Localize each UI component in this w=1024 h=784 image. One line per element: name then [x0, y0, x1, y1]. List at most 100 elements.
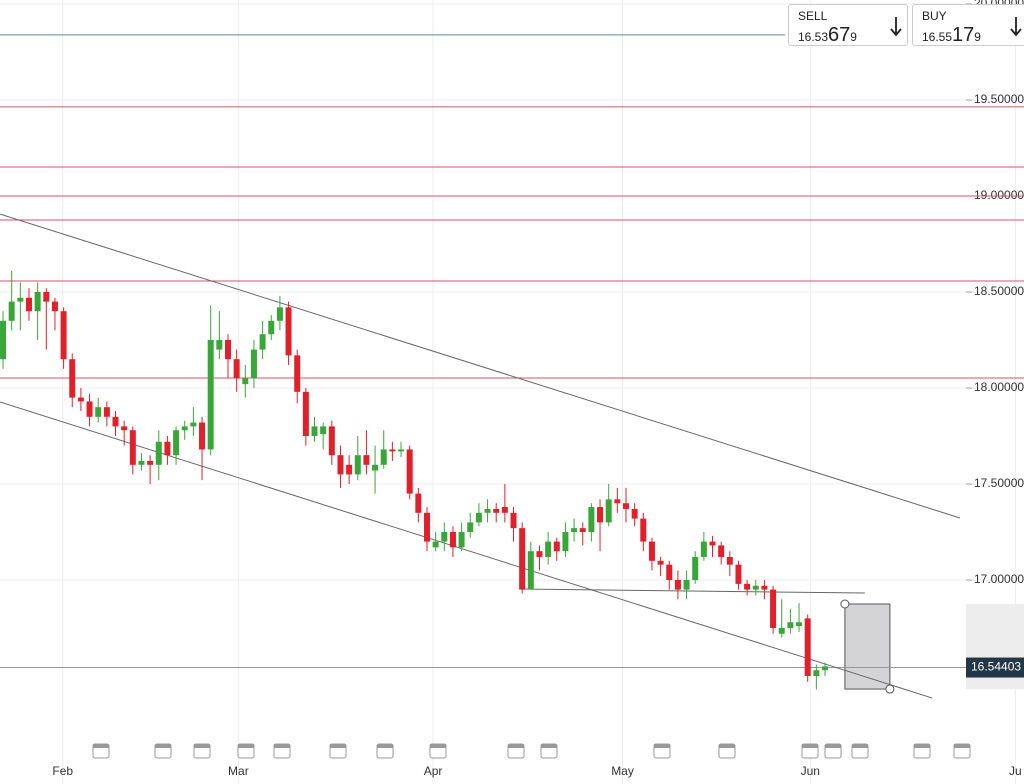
candle-body	[259, 334, 266, 350]
sell-label: SELL	[798, 9, 828, 23]
candle-body	[77, 397, 84, 402]
candle-body	[770, 589, 777, 628]
buy-button[interactable]: BUY 16.55179	[912, 4, 1024, 46]
y-tick-label: 18.000000	[974, 380, 1024, 394]
icon-top	[654, 744, 670, 748]
candle-body	[216, 339, 223, 350]
candle-body	[25, 297, 32, 312]
candle-body	[398, 449, 405, 452]
candle-body	[657, 560, 664, 565]
trend-line	[0, 213, 961, 519]
event-icon	[193, 743, 211, 759]
candle-body	[276, 307, 283, 321]
candle-body	[449, 531, 456, 548]
candle-body	[51, 301, 58, 312]
handle	[840, 599, 850, 609]
event-icon	[801, 743, 819, 759]
event-icon	[913, 743, 931, 759]
candle-body	[34, 291, 41, 312]
price-small: 9	[974, 30, 981, 44]
candle-body	[501, 507, 508, 513]
candle-body	[60, 311, 67, 360]
candle-body	[614, 499, 621, 504]
icon-top	[852, 744, 868, 748]
candle-body	[718, 545, 725, 557]
candle-body	[233, 359, 240, 379]
candle-body	[562, 531, 569, 552]
candle-body	[458, 531, 465, 548]
candle-body	[648, 541, 655, 561]
candle-body	[545, 541, 552, 557]
event-icon	[329, 743, 347, 759]
candle-body	[181, 426, 188, 431]
candle-body	[527, 551, 534, 590]
candle-body	[147, 460, 154, 465]
icon-top	[430, 744, 446, 748]
candle-body	[553, 541, 560, 552]
candle-body	[164, 441, 171, 456]
buy-price: 16.55179	[922, 24, 981, 47]
x-tick-label: Ju	[1009, 764, 1022, 778]
candle-body	[389, 449, 396, 452]
event-icon	[851, 743, 869, 759]
icon-top	[508, 744, 524, 748]
candle-body	[752, 585, 759, 590]
icon-top	[274, 744, 290, 748]
candle-body	[813, 670, 820, 676]
candle-body	[69, 359, 76, 398]
event-icon	[237, 743, 255, 759]
candle-body	[821, 666, 828, 671]
candle-body	[484, 508, 491, 513]
candle-body	[250, 349, 257, 379]
icon-top	[954, 744, 970, 748]
sell-button[interactable]: SELL 16.53679	[788, 4, 908, 46]
handle	[885, 684, 895, 694]
x-tick-label: Mar	[228, 764, 249, 778]
price-big: 67	[828, 24, 851, 46]
event-icon	[154, 743, 172, 759]
candle-body	[112, 416, 119, 427]
candle-body	[346, 464, 353, 475]
price-small: 9	[850, 30, 857, 44]
trend-line	[0, 401, 933, 699]
candle-body	[380, 449, 387, 465]
candle-body	[493, 508, 500, 513]
x-tick-label: Feb	[52, 764, 73, 778]
candle-body	[294, 355, 301, 392]
candle-body	[121, 426, 128, 431]
icon-top	[194, 744, 210, 748]
x-tick-label: Jun	[801, 764, 820, 778]
y-tick-label: 18.500000	[974, 284, 1024, 298]
candle-body	[597, 507, 604, 523]
candle-body	[726, 556, 733, 565]
candle-body	[190, 422, 197, 427]
trend-line	[520, 588, 865, 594]
candle-body	[311, 426, 318, 436]
candle-body	[423, 512, 430, 542]
candle-body	[467, 522, 474, 532]
candle-body	[683, 579, 690, 590]
candle-body	[8, 301, 15, 321]
candle-body	[415, 493, 422, 513]
candle-body	[432, 541, 439, 548]
candle-body	[674, 579, 681, 590]
candle-body	[354, 455, 361, 475]
candle-body	[207, 339, 214, 450]
event-icon	[507, 743, 525, 759]
sell-price: 16.53679	[798, 24, 857, 47]
candle-body	[804, 618, 811, 676]
candle-body	[155, 441, 162, 465]
y-tick-label: 17.000000	[974, 572, 1024, 586]
candle-body	[363, 455, 370, 465]
candle-body	[95, 407, 102, 417]
event-icon	[953, 743, 971, 759]
candle-body	[441, 531, 448, 542]
price-tag-label: 16.54403	[971, 660, 1021, 674]
candle-body	[17, 297, 24, 302]
candle-body	[622, 503, 629, 509]
candle-body	[588, 507, 595, 532]
event-icon	[540, 743, 558, 759]
candle-body	[778, 627, 785, 634]
event-icon	[718, 743, 736, 759]
